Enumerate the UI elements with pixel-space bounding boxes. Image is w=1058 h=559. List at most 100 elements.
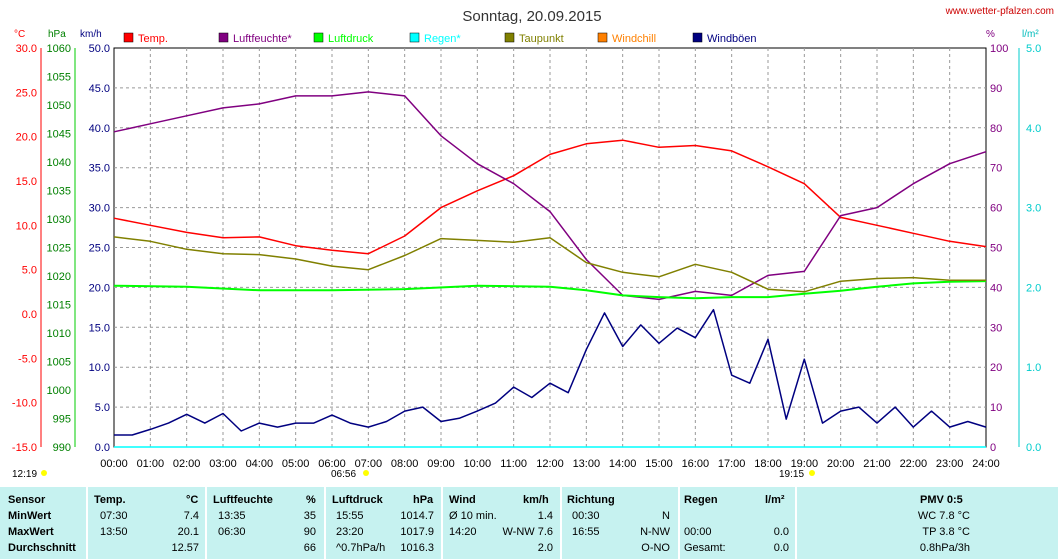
x-axis-tick: 17:00: [718, 458, 746, 470]
rain-axis-tick: 0.0: [1026, 442, 1041, 454]
x-axis-tick: 09:00: [427, 458, 455, 470]
temp-unit: °C: [14, 29, 25, 40]
stats-header-temp-unit: °C: [186, 494, 199, 506]
series-temp-line: [113, 139, 987, 255]
x-axis-tick: 03:00: [209, 458, 237, 470]
wind-axis-tick: 0.0: [95, 442, 110, 454]
stats-cell-hum-val: 35: [303, 510, 316, 522]
sunset-icon: [809, 470, 815, 476]
x-axis-tick: 02:00: [173, 458, 201, 470]
stats-header-rain-unit: l/m²: [765, 494, 785, 506]
stats-header-temp: Temp.: [94, 494, 126, 506]
moon-icon: [41, 470, 47, 476]
humidity-axis-tick: 0: [990, 442, 996, 454]
stats-cell-wind-val: W-NW 7.6: [502, 526, 553, 538]
x-axis-tick: 14:00: [609, 458, 637, 470]
stats-cell-temp-time: 07:30: [100, 510, 128, 522]
x-axis-tick: 04:00: [246, 458, 274, 470]
stats-cell-label: MinWert: [8, 510, 52, 522]
pressure-axis-tick: 1055: [47, 72, 71, 84]
stats-cell-wind-label: Ø 10 min.: [449, 510, 497, 522]
legend-label: Windchill: [612, 33, 656, 45]
pressure-axis-tick: 1015: [47, 300, 71, 312]
stats-header-direction: Richtung: [567, 494, 615, 506]
series-luftfeuchte-line: [113, 91, 987, 301]
x-axis-tick: 00:00: [100, 458, 128, 470]
stats-cell-pres-val: 1016.3: [400, 542, 434, 554]
humidity-axis-tick: 90: [990, 83, 1002, 95]
chart-axes: 30.0 25.0 20.0 15.0 10.0 5.0 0.0 -5.0 -10.0 -15.0…: [12, 43, 1041, 470]
legend-swatch: [218, 32, 229, 43]
stats-header-pressure: Luftdruck: [332, 494, 383, 506]
wind-axis-tick: 5.0: [95, 402, 110, 414]
x-axis-tick: 20:00: [827, 458, 855, 470]
series-luftdruck-line: [113, 280, 987, 300]
wind-axis-tick: 45.0: [89, 83, 110, 95]
humidity-axis-tick: 50: [990, 243, 1002, 255]
pressure-axis-tick: 1005: [47, 357, 71, 369]
x-axis-tick: 11:00: [500, 458, 527, 470]
chart-legend: Temp. Luftfeuchte* Luftdruck Regen* Taupunkt…: [123, 32, 757, 45]
sunrise-icon: [363, 470, 369, 476]
x-axis-tick: 06:00: [318, 458, 346, 470]
stats-cell-temp-time: 13:50: [100, 526, 128, 538]
wind-axis-tick: 20.0: [89, 282, 110, 294]
stats-cell-wind-label: 14:20: [449, 526, 477, 538]
stats-header-pmv: PMV 0:5: [920, 494, 963, 506]
rain-axis-tick: 3.0: [1026, 203, 1041, 215]
wind-axis-tick: 15.0: [89, 322, 110, 334]
temp-axis-tick: 25.0: [16, 87, 37, 99]
stats-cell-hum-time: 06:30: [218, 526, 246, 538]
site-link[interactable]: www.wetter-pfalzen.com: [945, 6, 1054, 17]
x-axis-tick: 10:00: [464, 458, 492, 470]
rain-axis-tick: 5.0: [1026, 43, 1041, 55]
x-axis-tick: 01:00: [137, 458, 165, 470]
stats-cell-label: Durchschnitt: [8, 542, 76, 554]
temp-axis-tick: 5.0: [22, 265, 37, 277]
pressure-axis-tick: 1030: [47, 214, 71, 226]
stats-cell-pres-val: 1014.7: [400, 510, 434, 522]
stats-cell-pmv: 0.8hPa/3h: [919, 542, 970, 554]
humidity-axis-tick: 100: [990, 43, 1008, 55]
wind-unit: km/h: [80, 29, 102, 40]
statistics-table: Sensor Temp. °C Luftfeuchte % Luftdruck …: [0, 487, 1058, 559]
stats-cell-hum-time: 13:35: [218, 510, 246, 522]
pressure-axis-tick: 1020: [47, 271, 71, 283]
temp-axis-tick: -5.0: [18, 353, 37, 365]
rain-unit: l/m²: [1022, 29, 1039, 40]
legend-swatch: [123, 32, 134, 43]
weather-chart: 30.0 25.0 20.0 15.0 10.0 5.0 0.0 -5.0 -10.0 -15.0…: [12, 6, 1054, 480]
temp-axis-tick: -10.0: [12, 398, 37, 410]
stats-cell-wind-val: 1.4: [537, 510, 553, 522]
stats-header-wind-unit: km/h: [523, 494, 549, 506]
wind-axis-tick: 35.0: [89, 163, 110, 175]
pressure-axis-tick: 990: [53, 442, 71, 454]
legend-label: Luftfeuchte*: [233, 33, 292, 45]
temp-axis-tick: 0.0: [22, 309, 37, 321]
stats-header-pressure-unit: hPa: [413, 494, 434, 506]
stats-cell-pmv: WC 7.8 °C: [917, 510, 970, 522]
wind-axis-tick: 25.0: [89, 243, 110, 255]
stats-cell-rain-val: 0.0: [773, 542, 789, 554]
x-axis-tick: 24:00: [972, 458, 1000, 470]
humidity-unit: %: [986, 29, 995, 40]
humidity-axis-tick: 40: [990, 282, 1002, 294]
x-axis-tick: 15:00: [645, 458, 673, 470]
legend-swatch: [409, 32, 420, 43]
temp-axis-tick: -15.0: [12, 442, 37, 454]
x-axis-tick: 08:00: [391, 458, 419, 470]
stats-header-humidity-unit: %: [306, 494, 316, 506]
stats-cell-pres-val: 1017.9: [400, 526, 434, 538]
rain-axis-tick: 1.0: [1026, 362, 1041, 374]
stats-cell-temp-val: 7.4: [183, 510, 199, 522]
stats-cell-hum-val: 66: [303, 542, 316, 554]
series-windböen-line: [114, 308, 987, 436]
stats-cell-dir-val: N: [662, 510, 670, 522]
rain-axis-tick: 2.0: [1026, 282, 1041, 294]
pressure-axis-tick: 1000: [47, 385, 71, 397]
humidity-axis-tick: 70: [990, 163, 1002, 175]
pressure-axis-tick: 1050: [47, 100, 71, 112]
stats-cell-rain-time: Gesamt:: [684, 542, 726, 554]
wind-axis-tick: 10.0: [89, 362, 110, 374]
stats-cell-label: MaxWert: [8, 526, 54, 538]
